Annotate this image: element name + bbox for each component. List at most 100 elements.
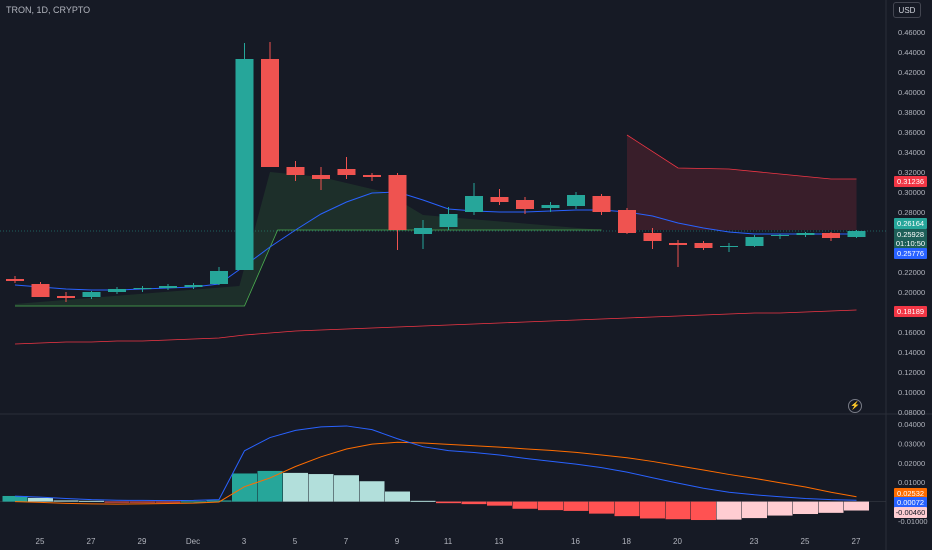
macd-tick-label: 0.01000 [898,478,925,487]
resistance-zone-fill [627,135,857,230]
time-tick-label: 27 [852,537,861,546]
candle-body [286,167,305,175]
time-tick-label: 18 [622,537,631,546]
macd-tick-label: 0.02000 [898,459,925,468]
candle-body [363,175,381,177]
macd-histogram-bar [2,495,28,502]
candle-body [516,200,534,209]
candle [82,291,101,299]
candle [847,230,866,238]
candle-body [796,233,815,235]
candle-body [235,59,254,270]
last-price-label: 0.26164 [894,218,927,229]
candle-body [439,214,458,227]
time-tick-label: 25 [36,537,45,546]
candle [516,197,534,214]
vwap-label: 0.25928 [894,229,927,240]
countdown-label: 01:10:50 [894,238,927,249]
candle [796,232,815,237]
price-tick-label: 0.42000 [898,68,925,77]
time-tick-label: 27 [87,537,96,546]
candle [567,192,585,209]
price-tick-label: 0.30000 [898,188,925,197]
candle [133,286,152,292]
candle [108,287,126,294]
macd-histogram-bar [53,500,79,502]
price-tick-label: 0.28000 [898,208,925,217]
price-tick-label: 0.16000 [898,328,925,337]
macd-tick-label: -0.01000 [898,517,928,526]
macd-histogram-bar [28,497,53,502]
candle [235,43,254,270]
macd-histogram-bar [589,501,614,514]
lightning-icon[interactable]: ⚡ [848,399,862,413]
candle [57,292,75,302]
macd-histogram-bar [461,501,487,505]
candle-body [669,243,687,245]
candle [184,283,203,289]
candle [694,241,713,250]
price-tick-label: 0.14000 [898,348,925,357]
ema-line [14,191,857,291]
time-tick-label: 7 [344,537,349,546]
macd-histogram-bar [181,501,206,503]
candle-body [771,235,789,236]
macd-histogram-bar [308,474,334,502]
candle [771,234,789,239]
macd-line-label: 0.00072 [894,497,927,508]
time-tick-label: 5 [293,537,298,546]
candle-body [847,231,866,237]
time-tick-label: Dec [186,537,200,546]
macd-histogram-bar [716,501,742,520]
candle-body [618,210,636,233]
macd-line [14,425,857,502]
ema-label: 0.25776 [894,248,927,259]
candle-body [643,233,662,241]
macd-histogram-bar [104,501,130,503]
candle-body [490,197,509,202]
candle-body [82,292,101,297]
candle [822,232,840,241]
candle [159,284,177,290]
upper-band-line [626,134,857,180]
macd-histogram-bar [793,501,818,515]
macd-histogram-bar [742,501,767,519]
price-tick-label: 0.40000 [898,88,925,97]
price-tick-label: 0.32000 [898,168,925,177]
macd-histogram-bar [130,501,155,503]
time-tick-label: 11 [444,537,453,546]
candle-body [567,195,585,206]
price-tick-label: 0.20000 [898,288,925,297]
currency-button[interactable]: USD [893,2,921,18]
candle [31,282,50,297]
candle-body [108,289,126,292]
candle-body [6,279,24,281]
candle [490,189,509,205]
macd-signal-label: 0.02532 [894,488,927,499]
time-tick-label: 20 [673,537,682,546]
candle [363,173,381,181]
candle [618,208,636,234]
candle [541,202,560,212]
macd-histogram-bar [257,470,283,502]
time-tick-label: 9 [395,537,400,546]
candle-body [592,196,611,212]
candle-body [388,175,407,230]
time-tick-label: 23 [750,537,759,546]
long-ma-line [14,309,857,345]
candle [439,207,458,230]
candle-body [159,286,177,288]
candle [720,243,738,252]
price-tick-label: 0.44000 [898,48,925,57]
candle-body [184,285,203,287]
macd-histogram-bar [665,501,691,520]
macd-histogram-bar [410,500,436,502]
candle [745,235,764,247]
symbol-title: TRON, 1D, CRYPTO [6,5,91,15]
candle-body [745,237,764,246]
candle [669,240,687,267]
macd-histogram-bar [334,475,359,502]
candle-body [822,233,840,238]
macd-histogram-bar [206,500,232,502]
